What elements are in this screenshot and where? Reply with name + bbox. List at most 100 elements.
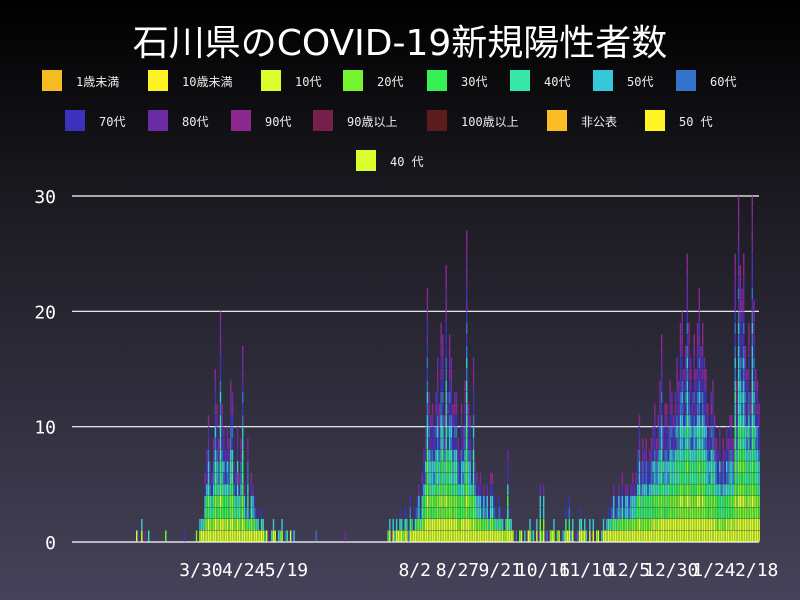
bar[interactable] bbox=[406, 518, 408, 542]
bar[interactable] bbox=[744, 345, 747, 542]
bar[interactable] bbox=[720, 461, 723, 542]
bar[interactable] bbox=[717, 449, 719, 542]
bar[interactable] bbox=[618, 484, 620, 542]
bar[interactable] bbox=[471, 449, 473, 542]
bar[interactable] bbox=[242, 345, 244, 542]
bar[interactable] bbox=[633, 484, 636, 542]
bar[interactable] bbox=[247, 438, 249, 542]
bar[interactable] bbox=[409, 495, 412, 542]
bar[interactable] bbox=[676, 357, 678, 542]
bar[interactable] bbox=[715, 438, 718, 542]
bar[interactable] bbox=[753, 299, 755, 542]
bar[interactable] bbox=[679, 322, 682, 542]
bar[interactable] bbox=[259, 530, 261, 542]
bar[interactable] bbox=[262, 518, 264, 542]
bar[interactable] bbox=[401, 518, 403, 542]
bar[interactable] bbox=[625, 484, 627, 542]
bar[interactable] bbox=[204, 472, 206, 542]
bar[interactable] bbox=[260, 507, 263, 542]
bar[interactable] bbox=[479, 472, 482, 542]
bar[interactable] bbox=[286, 530, 288, 542]
bar[interactable] bbox=[607, 507, 610, 542]
bar[interactable] bbox=[235, 472, 237, 542]
bar[interactable] bbox=[271, 530, 273, 542]
bar[interactable] bbox=[387, 530, 389, 542]
bar[interactable] bbox=[510, 518, 512, 542]
bar[interactable] bbox=[664, 403, 666, 542]
bar[interactable] bbox=[207, 415, 210, 542]
bar[interactable] bbox=[597, 530, 600, 542]
bar[interactable] bbox=[478, 484, 480, 542]
bar[interactable] bbox=[474, 461, 476, 542]
bar[interactable] bbox=[199, 518, 201, 542]
bar[interactable] bbox=[660, 334, 663, 542]
bar[interactable] bbox=[700, 345, 702, 542]
bar[interactable] bbox=[654, 403, 656, 542]
bar[interactable] bbox=[136, 530, 138, 542]
bar[interactable] bbox=[628, 495, 630, 542]
bar[interactable] bbox=[686, 253, 689, 542]
bar[interactable] bbox=[424, 426, 427, 542]
bar[interactable] bbox=[472, 357, 475, 542]
bar[interactable] bbox=[442, 334, 444, 542]
bar[interactable] bbox=[645, 438, 647, 542]
bar[interactable] bbox=[637, 449, 639, 542]
bar[interactable] bbox=[476, 472, 478, 542]
bar[interactable] bbox=[519, 530, 521, 542]
bar[interactable] bbox=[281, 518, 283, 542]
bar[interactable] bbox=[626, 484, 629, 542]
bar[interactable] bbox=[144, 530, 146, 542]
bar[interactable] bbox=[493, 495, 495, 542]
bar[interactable] bbox=[255, 518, 258, 542]
bar[interactable] bbox=[293, 530, 295, 542]
bar[interactable] bbox=[236, 426, 239, 542]
bar[interactable] bbox=[604, 530, 606, 542]
bar[interactable] bbox=[223, 426, 225, 542]
bar[interactable] bbox=[501, 518, 504, 542]
bar[interactable] bbox=[575, 530, 577, 542]
bar[interactable] bbox=[544, 530, 547, 542]
bar[interactable] bbox=[698, 288, 700, 542]
bar[interactable] bbox=[443, 415, 446, 542]
bar[interactable] bbox=[546, 530, 548, 542]
bar[interactable] bbox=[440, 322, 442, 542]
bar[interactable] bbox=[563, 530, 565, 542]
bar[interactable] bbox=[209, 461, 211, 542]
bar[interactable] bbox=[344, 530, 347, 542]
bar[interactable] bbox=[609, 518, 612, 542]
bar[interactable] bbox=[683, 369, 685, 542]
bar[interactable] bbox=[428, 392, 430, 542]
bar[interactable] bbox=[395, 518, 398, 542]
bar[interactable] bbox=[414, 507, 417, 542]
bar[interactable] bbox=[507, 449, 509, 542]
bar[interactable] bbox=[737, 196, 740, 542]
bar[interactable] bbox=[404, 507, 406, 542]
bar[interactable] bbox=[448, 334, 451, 542]
bar[interactable] bbox=[243, 484, 246, 542]
bar[interactable] bbox=[657, 415, 659, 542]
bar[interactable] bbox=[421, 472, 423, 542]
bar[interactable] bbox=[200, 518, 203, 542]
bar[interactable] bbox=[469, 415, 471, 542]
bar[interactable] bbox=[743, 253, 745, 542]
bar[interactable] bbox=[741, 288, 743, 542]
bar[interactable] bbox=[183, 530, 186, 542]
bar[interactable] bbox=[252, 484, 254, 542]
bar[interactable] bbox=[751, 196, 754, 542]
bar[interactable] bbox=[702, 322, 704, 542]
bar[interactable] bbox=[558, 530, 560, 542]
bar[interactable] bbox=[495, 507, 497, 542]
bar[interactable] bbox=[669, 380, 671, 542]
bar[interactable] bbox=[529, 518, 531, 542]
bar[interactable] bbox=[491, 472, 494, 542]
bar[interactable] bbox=[712, 380, 714, 542]
bar[interactable] bbox=[498, 495, 500, 542]
bar[interactable] bbox=[481, 495, 483, 542]
bar[interactable] bbox=[279, 530, 282, 542]
bar[interactable] bbox=[606, 518, 608, 542]
bar[interactable] bbox=[631, 472, 634, 542]
bar[interactable] bbox=[561, 530, 564, 542]
bar[interactable] bbox=[638, 415, 641, 542]
bar[interactable] bbox=[630, 484, 632, 542]
bar[interactable] bbox=[568, 495, 571, 542]
